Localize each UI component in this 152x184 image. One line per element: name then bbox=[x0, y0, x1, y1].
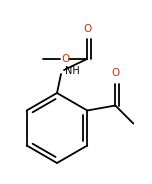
Text: O: O bbox=[111, 68, 119, 79]
Text: NH: NH bbox=[65, 66, 80, 76]
Text: O: O bbox=[61, 54, 69, 64]
Text: O: O bbox=[83, 24, 91, 34]
